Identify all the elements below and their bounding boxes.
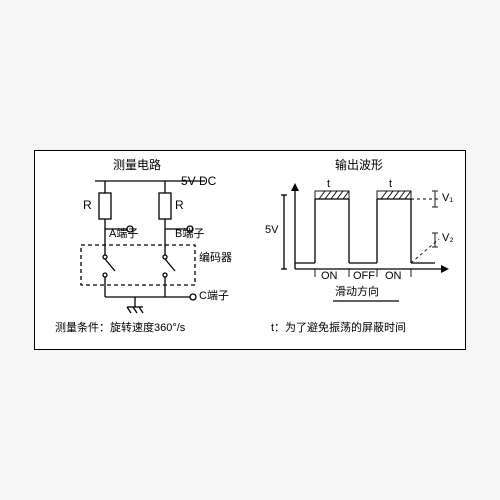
note-t: t：为了避免振荡的屏蔽时间	[271, 323, 406, 334]
label-r2: R	[175, 199, 184, 211]
label-terminal-b: B端子	[175, 229, 204, 240]
label-5vdc: 5V DC	[181, 175, 216, 187]
label-terminal-c: C端子	[199, 291, 229, 302]
label-v2: V₂	[442, 233, 454, 244]
measurement-condition: 测量条件：旋转速度360°/s	[55, 323, 185, 334]
diagram-frame: 测量电路 5V DC R R A端子 B端子 编码器 C端子 测量条件：旋转速度…	[34, 150, 466, 350]
waveform-svg	[257, 151, 467, 351]
label-terminal-a: A端子	[109, 229, 138, 240]
label-5v: 5V	[265, 225, 278, 236]
label-direction: 滑动方向	[335, 287, 379, 298]
label-encoder: 编码器	[199, 253, 232, 264]
label-on2: ON	[385, 271, 402, 282]
label-off: OFF	[353, 271, 375, 282]
left-title: 测量电路	[113, 159, 161, 171]
circuit-svg	[35, 151, 255, 351]
label-t1: t	[327, 179, 330, 190]
label-v1: V₁	[442, 193, 453, 204]
label-on1: ON	[321, 271, 338, 282]
right-title: 输出波形	[335, 159, 383, 171]
label-r1: R	[83, 199, 92, 211]
label-t2: t	[389, 179, 392, 190]
